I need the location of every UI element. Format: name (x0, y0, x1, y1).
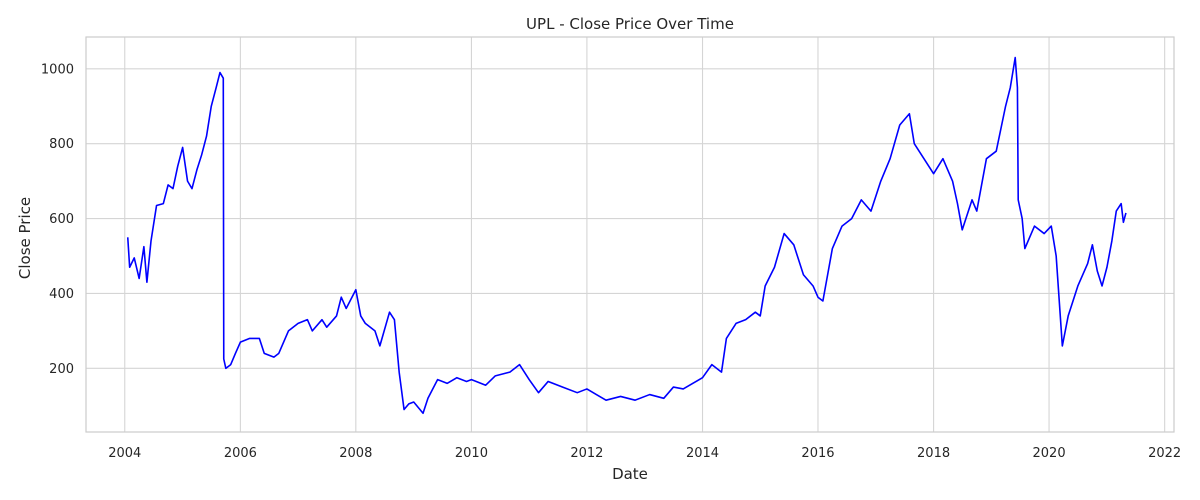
y-tick-labels: 200 400 600 800 1000 (41, 62, 74, 377)
y-tick-label: 400 (49, 287, 74, 302)
x-tick-label: 2012 (570, 446, 603, 461)
x-tick-label: 2008 (339, 446, 372, 461)
y-tick-label: 1000 (41, 62, 74, 77)
x-tick-label: 2004 (108, 446, 141, 461)
x-axis-label: Date (612, 465, 648, 483)
x-tick-label: 2018 (917, 446, 950, 461)
x-tick-label: 2020 (1033, 446, 1066, 461)
x-tick-label: 2010 (455, 446, 488, 461)
x-tick-label: 2006 (224, 446, 257, 461)
chart-title: UPL - Close Price Over Time (526, 15, 734, 33)
y-tick-label: 800 (49, 137, 74, 152)
x-tick-label: 2014 (686, 446, 719, 461)
vertical-gridlines (124, 37, 1166, 432)
x-tick-labels: 2004 2006 2008 2010 2012 2014 2016 2018 2020 2022 (108, 446, 1181, 461)
plot-frame (85, 36, 1175, 433)
price-series-line (126, 56, 1127, 415)
x-tick-label: 2022 (1148, 446, 1181, 461)
y-tick-label: 600 (49, 212, 74, 227)
x-tick-label: 2016 (801, 446, 834, 461)
y-axis-label: Close Price (16, 197, 34, 279)
y-tick-label: 200 (49, 362, 74, 377)
series-layer (126, 56, 1127, 415)
horizontal-gridlines (86, 68, 1174, 369)
